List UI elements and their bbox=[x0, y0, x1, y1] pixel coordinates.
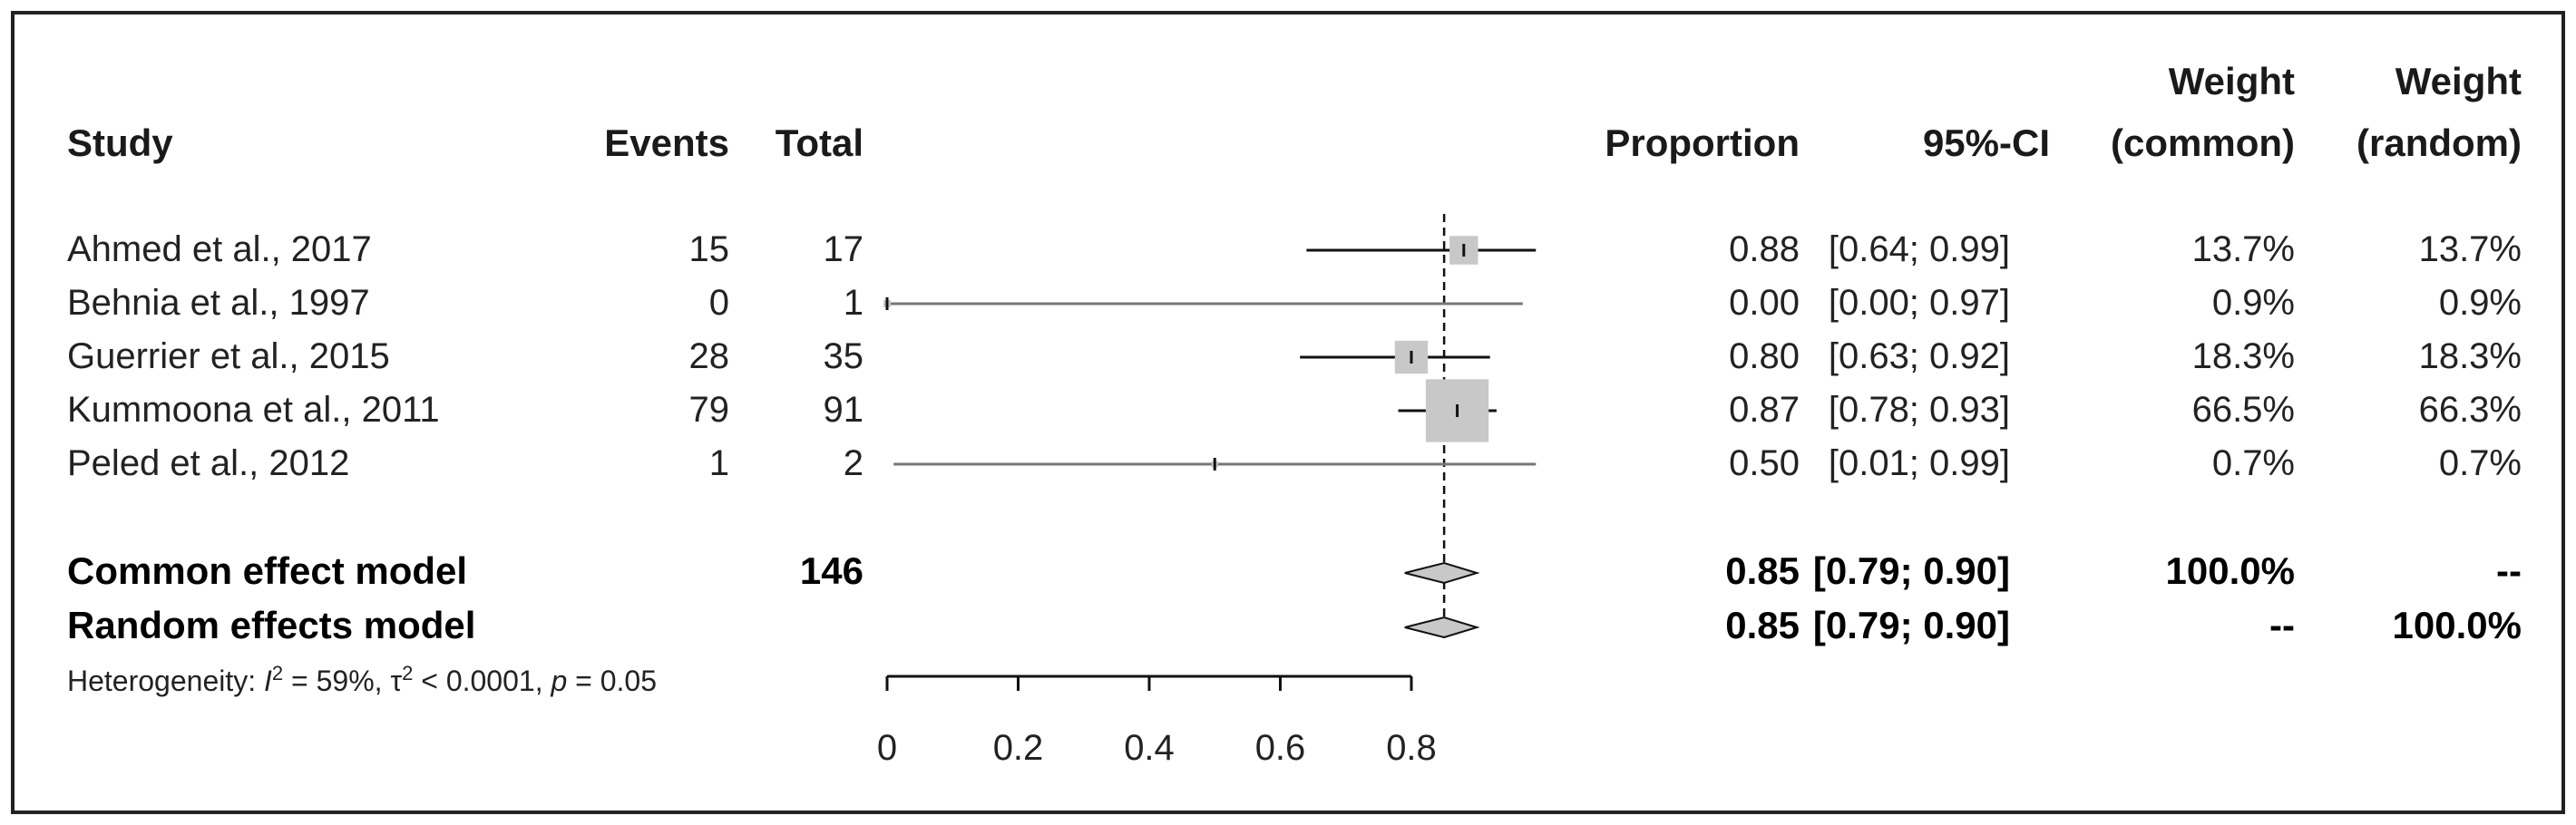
summary-weight-common: 100.0% bbox=[2166, 549, 2295, 592]
study-weight-common: 66.5% bbox=[2192, 390, 2295, 430]
study-label: Ahmed et al., 2017 bbox=[67, 229, 372, 269]
study-label: Behnia et al., 1997 bbox=[67, 283, 370, 323]
study-proportion: 0.80 bbox=[1729, 336, 1800, 376]
x-tick-label: 0.8 bbox=[1386, 728, 1437, 768]
summary-ci: [0.79; 0.90] bbox=[1813, 604, 2010, 646]
study-events: 0 bbox=[709, 283, 729, 323]
study-total: 91 bbox=[824, 390, 864, 430]
header-events: Events bbox=[604, 121, 729, 164]
study-events: 79 bbox=[689, 390, 730, 430]
study-total: 35 bbox=[824, 336, 864, 376]
study-weight-common: 18.3% bbox=[2192, 336, 2295, 376]
study-events: 1 bbox=[709, 443, 729, 483]
study-label: Guerrier et al., 2015 bbox=[67, 336, 390, 376]
study-row: Behnia et al., 1997 0 1 0.00 [0.00; 0.97… bbox=[67, 283, 2522, 323]
study-weight-random: 66.3% bbox=[2419, 390, 2522, 430]
summary-diamond bbox=[1404, 616, 1480, 639]
header-ci: 95%-CI bbox=[1923, 121, 2050, 164]
header-weight-random-line1: Weight bbox=[2395, 60, 2522, 102]
summary-ci: [0.79; 0.90] bbox=[1813, 549, 2010, 592]
study-row: Guerrier et al., 2015 28 35 0.80 [0.63; … bbox=[67, 336, 2522, 376]
summary-weight-random: 100.0% bbox=[2393, 604, 2522, 646]
study-weight-common: 0.9% bbox=[2212, 283, 2295, 323]
study-ci: [0.00; 0.97] bbox=[1829, 283, 2010, 323]
plot-area: 0 0.2 0.4 0.6 0.8 bbox=[877, 214, 1537, 768]
study-row: Peled et al., 2012 1 2 0.50 [0.01; 0.99]… bbox=[67, 443, 2522, 483]
header-weight-common-line2: (common) bbox=[2111, 121, 2295, 164]
study-proportion: 0.87 bbox=[1729, 390, 1800, 430]
summary-total: 146 bbox=[800, 549, 864, 592]
het-i2-superscript: 2 bbox=[272, 662, 283, 684]
summary-row: Common effect model 146 0.85 [0.79; 0.90… bbox=[67, 549, 2522, 592]
study-ci: [0.63; 0.92] bbox=[1829, 336, 2010, 376]
study-label: Kummoona et al., 2011 bbox=[67, 390, 440, 430]
study-weight-random: 13.7% bbox=[2419, 229, 2522, 269]
frame-border bbox=[11, 11, 2565, 814]
het-prefix: Heterogeneity: bbox=[67, 665, 264, 697]
study-weight-random: 0.9% bbox=[2439, 283, 2522, 323]
study-total: 2 bbox=[844, 443, 864, 483]
het-tau-symbol: τ bbox=[390, 665, 402, 697]
summary-proportion: 0.85 bbox=[1725, 549, 1800, 592]
header-study: Study bbox=[67, 121, 173, 164]
summary-diamond bbox=[1404, 561, 1480, 585]
heterogeneity-text: Heterogeneity: I2 = 59%, τ2 < 0.0001, p … bbox=[67, 662, 657, 697]
study-proportion: 0.50 bbox=[1729, 443, 1800, 483]
study-weight-random: 0.7% bbox=[2439, 443, 2522, 483]
study-row: Ahmed et al., 2017 15 17 0.88 [0.64; 0.9… bbox=[67, 229, 2522, 269]
study-ci: [0.78; 0.93] bbox=[1829, 390, 2010, 430]
summary-proportion: 0.85 bbox=[1725, 604, 1800, 646]
study-label: Peled et al., 2012 bbox=[67, 443, 349, 483]
study-events: 28 bbox=[689, 336, 730, 376]
summary-label: Random effects model bbox=[67, 604, 475, 646]
header-weight-common-line1: Weight bbox=[2169, 60, 2295, 102]
study-ci: [0.64; 0.99] bbox=[1829, 229, 2010, 269]
header-weight-random-line2: (random) bbox=[2356, 121, 2522, 164]
het-i2-symbol: I bbox=[264, 665, 272, 697]
study-row: Kummoona et al., 2011 79 91 0.87 [0.78; … bbox=[67, 390, 2522, 430]
summary-weight-common: -- bbox=[2269, 604, 2295, 646]
x-tick-label: 0 bbox=[877, 728, 897, 768]
summary-weight-random: -- bbox=[2496, 549, 2522, 592]
study-events: 15 bbox=[689, 229, 730, 269]
het-p-value: = 0.05 bbox=[567, 665, 657, 697]
x-tick-label: 0.6 bbox=[1255, 728, 1306, 768]
het-tau-value: < 0.0001, bbox=[413, 665, 551, 697]
study-proportion: 0.00 bbox=[1729, 283, 1800, 323]
header-total: Total bbox=[776, 121, 864, 164]
study-total: 1 bbox=[844, 283, 864, 323]
study-total: 17 bbox=[824, 229, 864, 269]
x-tick-label: 0.4 bbox=[1124, 728, 1175, 768]
het-p-symbol: p bbox=[550, 665, 567, 697]
study-weight-random: 18.3% bbox=[2419, 336, 2522, 376]
het-i2-value: = 59%, bbox=[283, 665, 390, 697]
x-tick-label: 0.2 bbox=[993, 728, 1044, 768]
study-ci: [0.01; 0.99] bbox=[1829, 443, 2010, 483]
study-proportion: 0.88 bbox=[1729, 229, 1800, 269]
summary-row: Random effects model 0.85 [0.79; 0.90] -… bbox=[67, 604, 2522, 646]
header-proportion: Proportion bbox=[1605, 121, 1800, 164]
study-weight-common: 13.7% bbox=[2192, 229, 2295, 269]
study-weight-common: 0.7% bbox=[2212, 443, 2295, 483]
summary-label: Common effect model bbox=[67, 549, 467, 592]
het-tau-superscript: 2 bbox=[402, 662, 413, 684]
